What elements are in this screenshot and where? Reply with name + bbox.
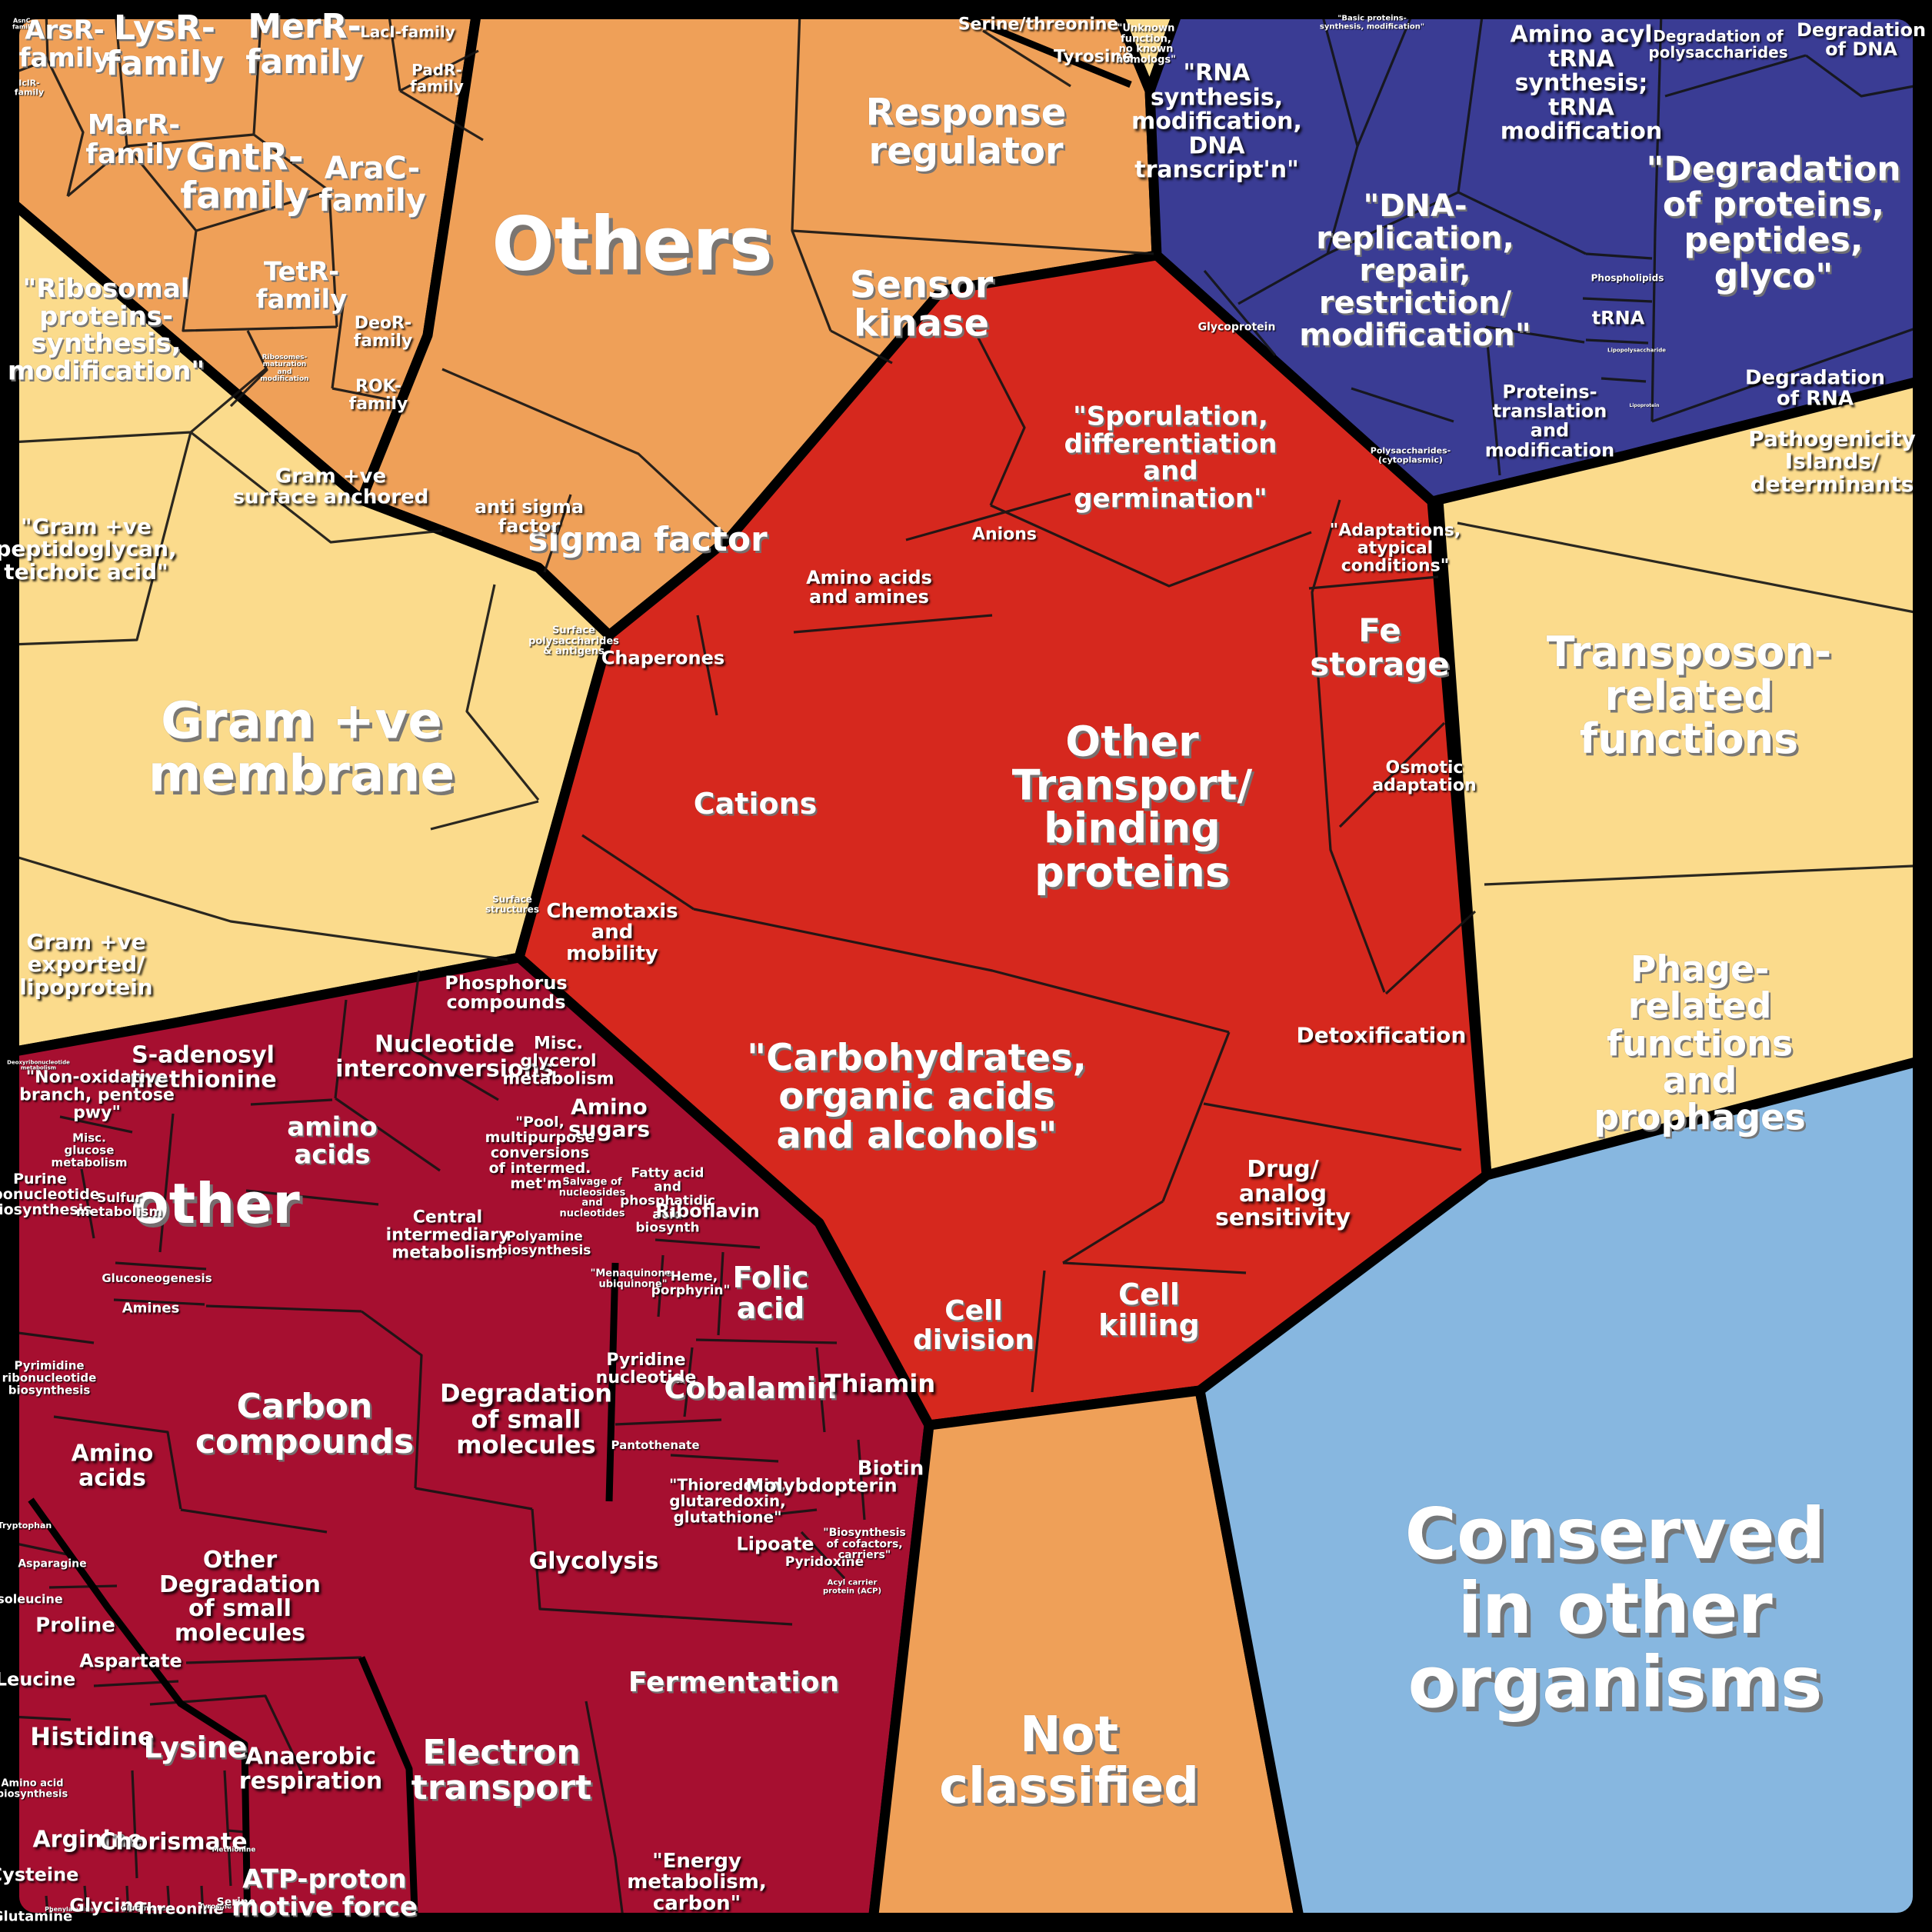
supercell-borders xyxy=(28,7,1132,1931)
region-mobile-elements[interactable] xyxy=(1433,375,1927,1181)
cell-borders xyxy=(10,10,1931,1931)
